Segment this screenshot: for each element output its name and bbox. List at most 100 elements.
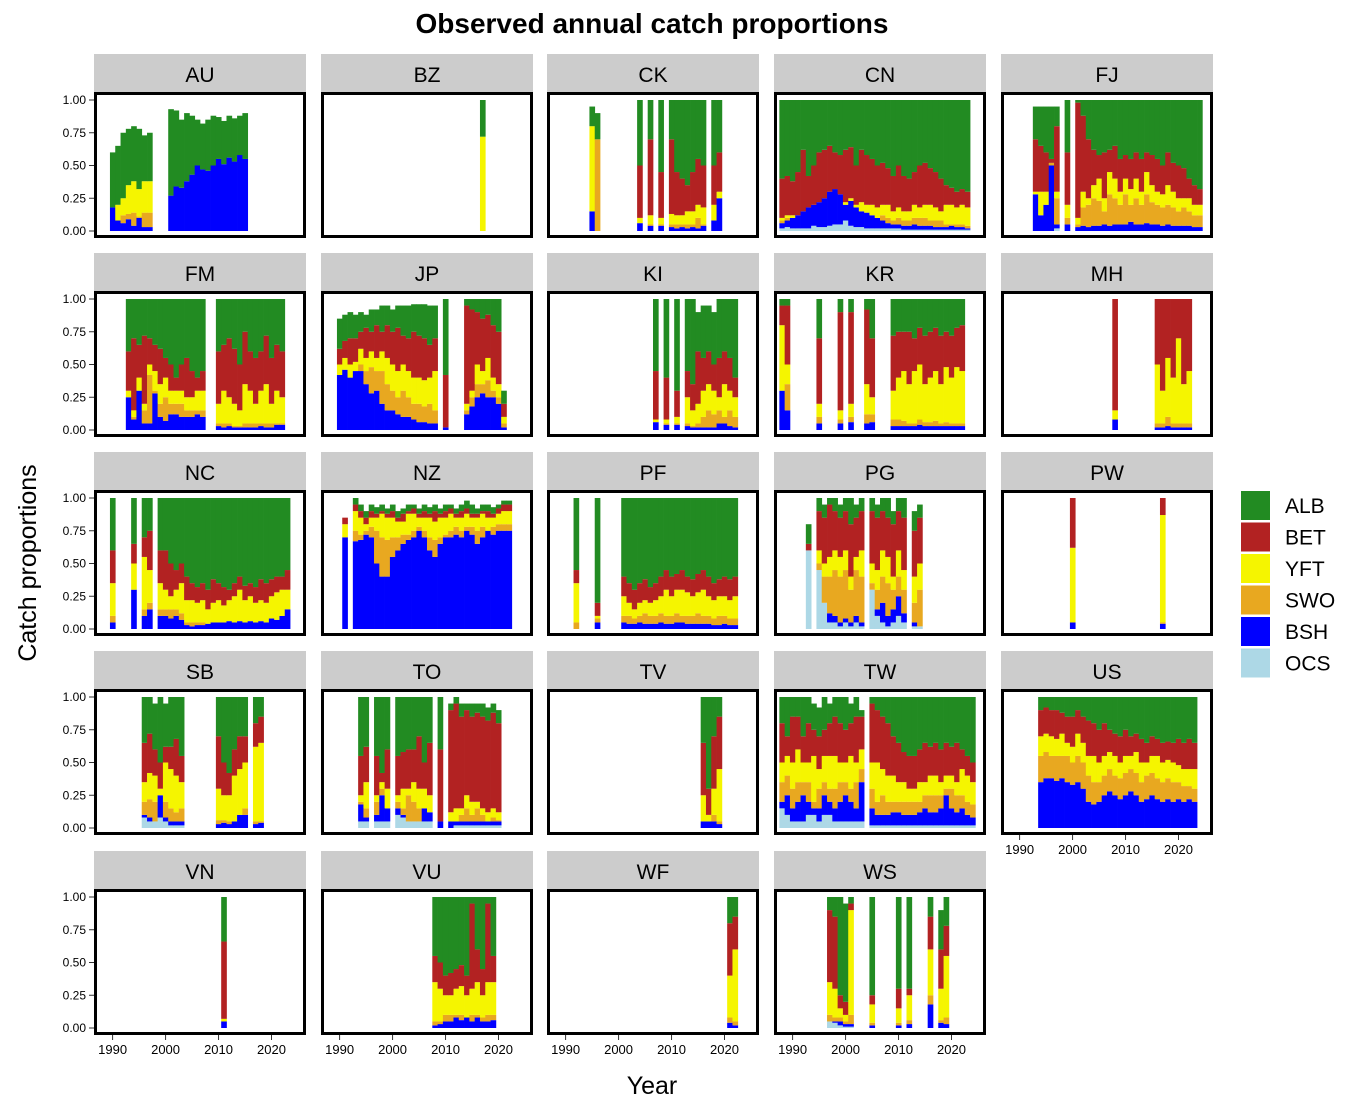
bar-segment-alb	[184, 498, 190, 577]
bar-segment-bsh	[379, 576, 385, 629]
bar-segment-ocs	[805, 814, 812, 828]
bar-segment-ocs	[911, 229, 918, 231]
bar-segment-swo	[131, 212, 137, 226]
bar-segment-yft	[242, 600, 249, 623]
bar-ck-2010	[668, 100, 675, 231]
y-axis-title: Catch proportions	[14, 464, 42, 661]
bar-segment-bet	[927, 168, 934, 205]
bar-segment-ocs	[842, 821, 849, 828]
bar-segment-swo	[1080, 762, 1087, 789]
bar-segment-bet	[395, 517, 401, 522]
bar-segment-bsh	[885, 615, 891, 627]
bar-segment-yft	[642, 600, 649, 614]
bar-segment-bsh	[858, 782, 865, 822]
bar-segment-alb	[690, 100, 696, 173]
y-tick-label: 1.00	[63, 890, 87, 904]
bar-segment-bet	[1112, 733, 1118, 756]
bar-segment-alb	[1096, 697, 1103, 730]
bar-segment-swo	[911, 602, 918, 623]
bar-segment-bet	[853, 517, 860, 557]
bar-segment-bsh	[427, 550, 433, 629]
bar-tw-2006	[874, 697, 881, 828]
bar-segment-yft	[258, 600, 264, 622]
bar-segment-bet	[485, 511, 491, 518]
bar-segment-yft	[395, 521, 401, 538]
bar-vu-2015	[469, 897, 476, 1028]
bar-segment-bet	[906, 178, 913, 212]
bar-cn-2023	[964, 100, 971, 231]
bar-sb-2013	[231, 697, 238, 828]
bar-segment-bet	[938, 178, 944, 212]
bar-segment-alb	[479, 100, 486, 137]
bar-segment-bet	[1154, 299, 1161, 365]
bar-segment-bsh	[789, 217, 796, 229]
bar-segment-bet	[848, 723, 854, 756]
bar-segment-bsh	[668, 227, 675, 231]
bar-nc-1994	[131, 498, 137, 629]
bar-segment-bsh	[200, 416, 206, 430]
bar-segment-swo	[221, 820, 227, 823]
bar-segment-bsh	[1117, 224, 1124, 231]
bar-segment-bet	[690, 384, 696, 411]
bar-segment-swo	[1159, 423, 1166, 428]
facet-strip-label: FJ	[1095, 64, 1118, 87]
bar-segment-alb	[469, 703, 476, 717]
bar-segment-yft	[911, 371, 918, 424]
bar-segment-bet	[379, 511, 385, 514]
bar-segment-swo	[1154, 778, 1161, 800]
bar-segment-bet	[374, 755, 380, 796]
bar-segment-swo	[1175, 782, 1182, 800]
bar-segment-swo	[959, 795, 966, 809]
bar-segment-yft	[411, 377, 417, 404]
bar-segment-bsh	[495, 821, 502, 826]
bar-segment-alb	[721, 299, 728, 352]
bar-segment-swo	[890, 801, 897, 813]
bar-segment-bsh	[189, 626, 196, 629]
bar-pw-2017	[1159, 498, 1166, 629]
bar-nc-2009	[210, 498, 217, 629]
bar-segment-yft	[705, 814, 712, 822]
bar-segment-ocs	[853, 622, 860, 629]
bar-tw-2018	[938, 697, 944, 828]
bar-tw-2012	[906, 697, 913, 828]
bar-segment-yft	[948, 377, 955, 424]
bar-segment-bet	[869, 338, 876, 398]
panel-border	[94, 490, 306, 636]
bar-segment-alb	[789, 100, 796, 182]
bar-segment-alb	[705, 498, 712, 577]
bar-segment-bet	[411, 508, 417, 514]
bar-segment-bet	[141, 537, 148, 557]
bar-fm-1997	[147, 299, 153, 430]
bar-segment-yft	[363, 524, 370, 531]
bar-segment-yft	[1170, 762, 1177, 783]
bar-segment-yft	[1165, 357, 1171, 417]
bar-segment-bet	[1128, 158, 1134, 190]
bar-segment-bet	[880, 162, 886, 205]
bar-segment-bet	[716, 152, 723, 192]
bar-tv-2018	[711, 697, 717, 828]
bar-segment-swo	[642, 613, 649, 624]
bar-segment-bsh	[647, 225, 654, 231]
bar-segment-yft	[853, 762, 860, 783]
bar-us-1999	[1064, 697, 1071, 828]
bar-segment-bet	[168, 364, 174, 391]
bar-segment-bsh	[637, 223, 643, 231]
bar-segment-alb	[200, 123, 206, 170]
bar-segment-swo	[647, 615, 654, 624]
bar-segment-bsh	[247, 621, 254, 629]
bar-segment-bet	[901, 517, 907, 571]
bar-segment-swo	[358, 801, 364, 805]
bar-fm-1996	[141, 299, 148, 430]
bar-segment-alb	[1181, 100, 1187, 169]
bar-segment-bsh	[837, 801, 844, 822]
bar-segment-bet	[1101, 152, 1108, 199]
bar-fj-1997	[1054, 106, 1060, 231]
bar-fj-2022	[1186, 100, 1193, 231]
bar-segment-yft	[400, 788, 407, 809]
bar-segment-bsh	[690, 227, 696, 231]
bar-segment-bet	[647, 139, 654, 216]
bar-segment-bsh	[1133, 795, 1140, 828]
bar-segment-alb	[573, 498, 580, 571]
bar-segment-bet	[395, 327, 401, 372]
